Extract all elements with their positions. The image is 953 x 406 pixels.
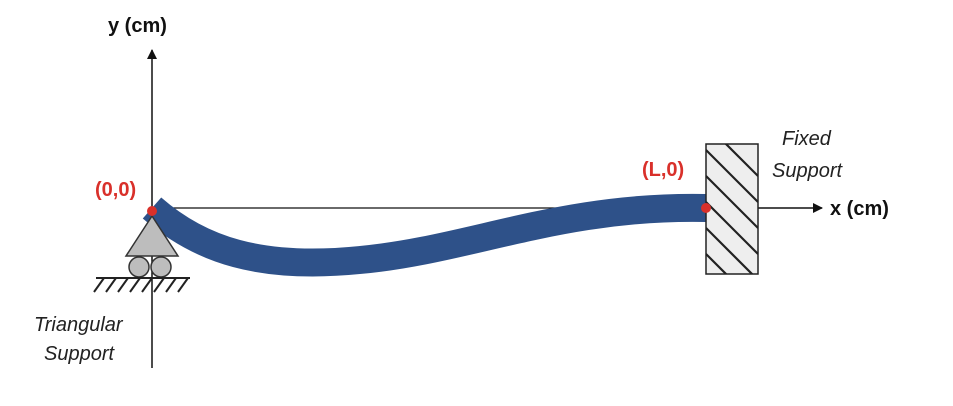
y-axis-label: y (cm): [108, 15, 167, 37]
fixed-support-wall: [705, 143, 759, 275]
support-roller-right: [150, 256, 172, 278]
fixed-support-label-line2: Support: [772, 160, 843, 182]
triangular-support-label-line2: Support: [44, 343, 115, 365]
origin-point-label: (0,0): [95, 179, 136, 201]
fixed-support: [705, 143, 759, 275]
support-roller-left: [128, 256, 150, 278]
end-point: [701, 203, 711, 213]
x-axis-label: x (cm): [830, 198, 889, 220]
support-ground-hatching: [93, 277, 189, 293]
deflected-beam: [142, 193, 707, 277]
triangular-support-label-line1: Triangular: [34, 314, 124, 336]
end-point-label: (L,0): [642, 159, 684, 181]
fixed-support-hatching: [706, 144, 758, 274]
fixed-support-label-line1: Fixed: [782, 128, 832, 150]
support-triangle: [124, 214, 180, 257]
origin-point: [147, 206, 157, 216]
triangular-support: [93, 214, 190, 293]
